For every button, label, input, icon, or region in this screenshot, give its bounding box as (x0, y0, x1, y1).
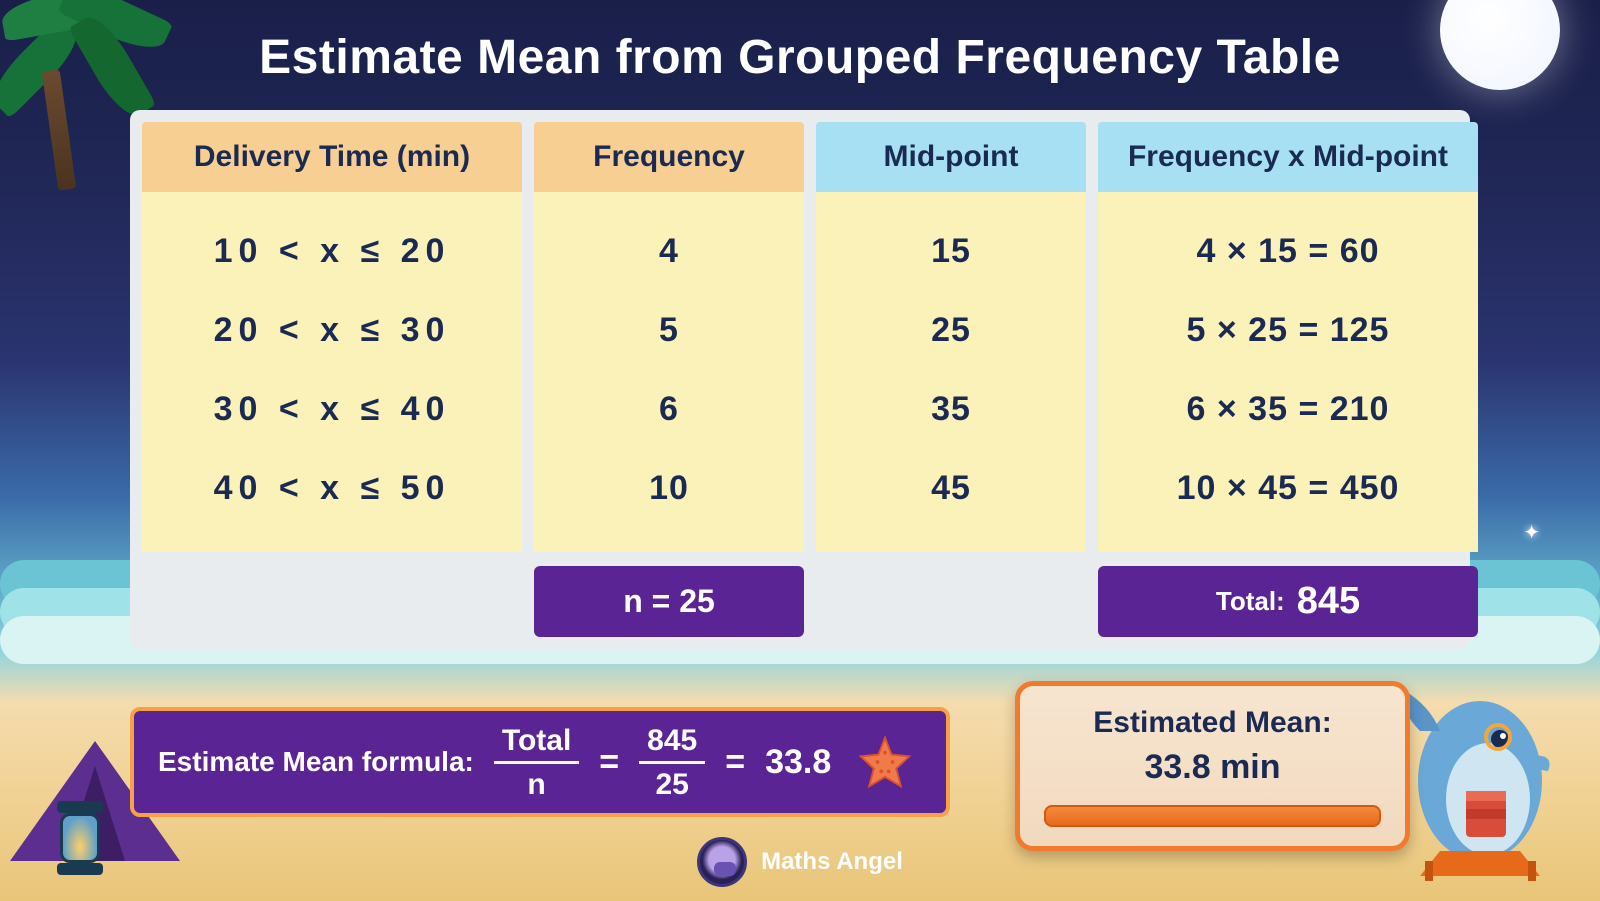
table-cell: 6 × 35 = 210 (1098, 376, 1478, 443)
formula-result: 33.8 (765, 743, 831, 782)
table-cell: 15 (816, 218, 1086, 285)
table-cell: 4 × 15 = 60 (1098, 218, 1478, 285)
result-value: 33.8 min (1044, 748, 1381, 787)
table-cell: 40 < x ≤ 50 (142, 455, 522, 522)
fraction-total-over-n: Total n (494, 724, 579, 801)
table-cell: 6 (534, 376, 804, 443)
estimated-mean-card: Estimated Mean: 33.8 min (1015, 681, 1410, 851)
table-header-midpoint: Mid-point (816, 122, 1086, 192)
fraction-denominator: 25 (648, 768, 697, 801)
table-cell: 20 < x ≤ 30 (142, 297, 522, 364)
brand-name: Maths Angel (761, 848, 903, 876)
equals-sign: = (599, 743, 619, 782)
sparkle-icon: ✦ (1523, 520, 1540, 545)
table-header-product: Frequency x Mid-point (1098, 122, 1478, 192)
table-header-delivery-time: Delivery Time (min) (142, 122, 522, 192)
fraction-numerator: 845 (639, 724, 705, 757)
table-cell: 45 (816, 455, 1086, 522)
column-body-range: 10 < x ≤ 20 20 < x ≤ 30 30 < x ≤ 40 40 <… (142, 192, 522, 552)
sum-total-value: 845 (1297, 580, 1360, 623)
result-underbar-icon (1044, 805, 1381, 827)
table-header-frequency: Frequency (534, 122, 804, 192)
brand-logo-icon (697, 837, 747, 887)
n-total-label: n = 25 (623, 583, 715, 620)
formula-bar: Estimate Mean formula: Total n = 845 25 … (130, 707, 950, 817)
table-cell: 10 < x ≤ 20 (142, 218, 522, 285)
table-cell: 25 (816, 297, 1086, 364)
table-cell: 10 × 45 = 450 (1098, 455, 1478, 522)
n-total-pill: n = 25 (534, 566, 804, 637)
column-body-frequency: 4 5 6 10 (534, 192, 804, 552)
result-title: Estimated Mean: (1044, 706, 1381, 740)
column-body-product: 4 × 15 = 60 5 × 25 = 125 6 × 35 = 210 10… (1098, 192, 1478, 552)
sum-total-label: Total: (1216, 586, 1285, 617)
brand-footer: Maths Angel (0, 837, 1600, 887)
fraction-numerator: Total (494, 724, 579, 757)
fraction-denominator: n (519, 768, 553, 801)
table-cell: 5 (534, 297, 804, 364)
page-title: Estimate Mean from Grouped Frequency Tab… (0, 30, 1600, 85)
starfish-icon (857, 734, 913, 790)
fraction-845-over-25: 845 25 (639, 724, 705, 801)
column-body-midpoint: 15 25 35 45 (816, 192, 1086, 552)
equals-sign: = (725, 743, 745, 782)
frequency-table: Delivery Time (min) Frequency Mid-point … (142, 122, 1458, 552)
table-cell: 35 (816, 376, 1086, 443)
table-cell: 5 × 25 = 125 (1098, 297, 1478, 364)
table-cell: 4 (534, 218, 804, 285)
sum-total-pill: Total: 845 (1098, 566, 1478, 637)
formula-label: Estimate Mean formula: (158, 746, 474, 778)
totals-row: n = 25 Total: 845 (142, 566, 1458, 637)
table-cell: 10 (534, 455, 804, 522)
table-cell: 30 < x ≤ 40 (142, 376, 522, 443)
frequency-table-card: Delivery Time (min) Frequency Mid-point … (130, 110, 1470, 649)
